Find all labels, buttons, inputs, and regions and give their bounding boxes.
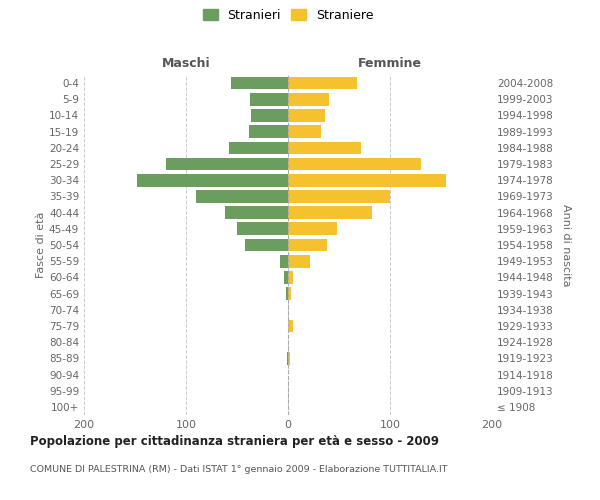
Y-axis label: Anni di nascita: Anni di nascita — [560, 204, 571, 286]
Text: COMUNE DI PALESTRINA (RM) - Dati ISTAT 1° gennaio 2009 - Elaborazione TUTTITALIA: COMUNE DI PALESTRINA (RM) - Dati ISTAT 1… — [30, 465, 448, 474]
Bar — [245, 238, 288, 252]
Bar — [288, 126, 320, 138]
Bar — [286, 288, 288, 300]
Bar — [288, 109, 325, 122]
Bar — [280, 255, 288, 268]
Bar — [249, 126, 288, 138]
Bar — [288, 222, 337, 235]
Bar — [288, 255, 310, 268]
Bar — [287, 352, 288, 364]
Bar — [288, 158, 421, 170]
Legend: Stranieri, Straniere: Stranieri, Straniere — [200, 6, 376, 24]
Bar — [231, 77, 288, 90]
Bar — [225, 206, 288, 219]
Bar — [251, 109, 288, 122]
Text: Maschi: Maschi — [161, 57, 211, 70]
Bar — [288, 320, 293, 332]
Bar — [288, 190, 390, 202]
Text: Popolazione per cittadinanza straniera per età e sesso - 2009: Popolazione per cittadinanza straniera p… — [30, 435, 439, 448]
Y-axis label: Fasce di età: Fasce di età — [36, 212, 46, 278]
Bar — [250, 93, 288, 106]
Bar — [288, 288, 291, 300]
Bar — [288, 142, 361, 154]
Bar — [288, 174, 446, 186]
Text: Femmine: Femmine — [358, 57, 422, 70]
Bar — [288, 77, 358, 90]
Bar — [237, 222, 288, 235]
Bar — [288, 238, 327, 252]
Bar — [229, 142, 288, 154]
Bar — [288, 271, 293, 283]
Bar — [137, 174, 288, 186]
Bar — [166, 158, 288, 170]
Bar — [288, 206, 371, 219]
Bar — [288, 352, 290, 364]
Bar — [284, 271, 288, 283]
Bar — [288, 93, 329, 106]
Bar — [196, 190, 288, 202]
